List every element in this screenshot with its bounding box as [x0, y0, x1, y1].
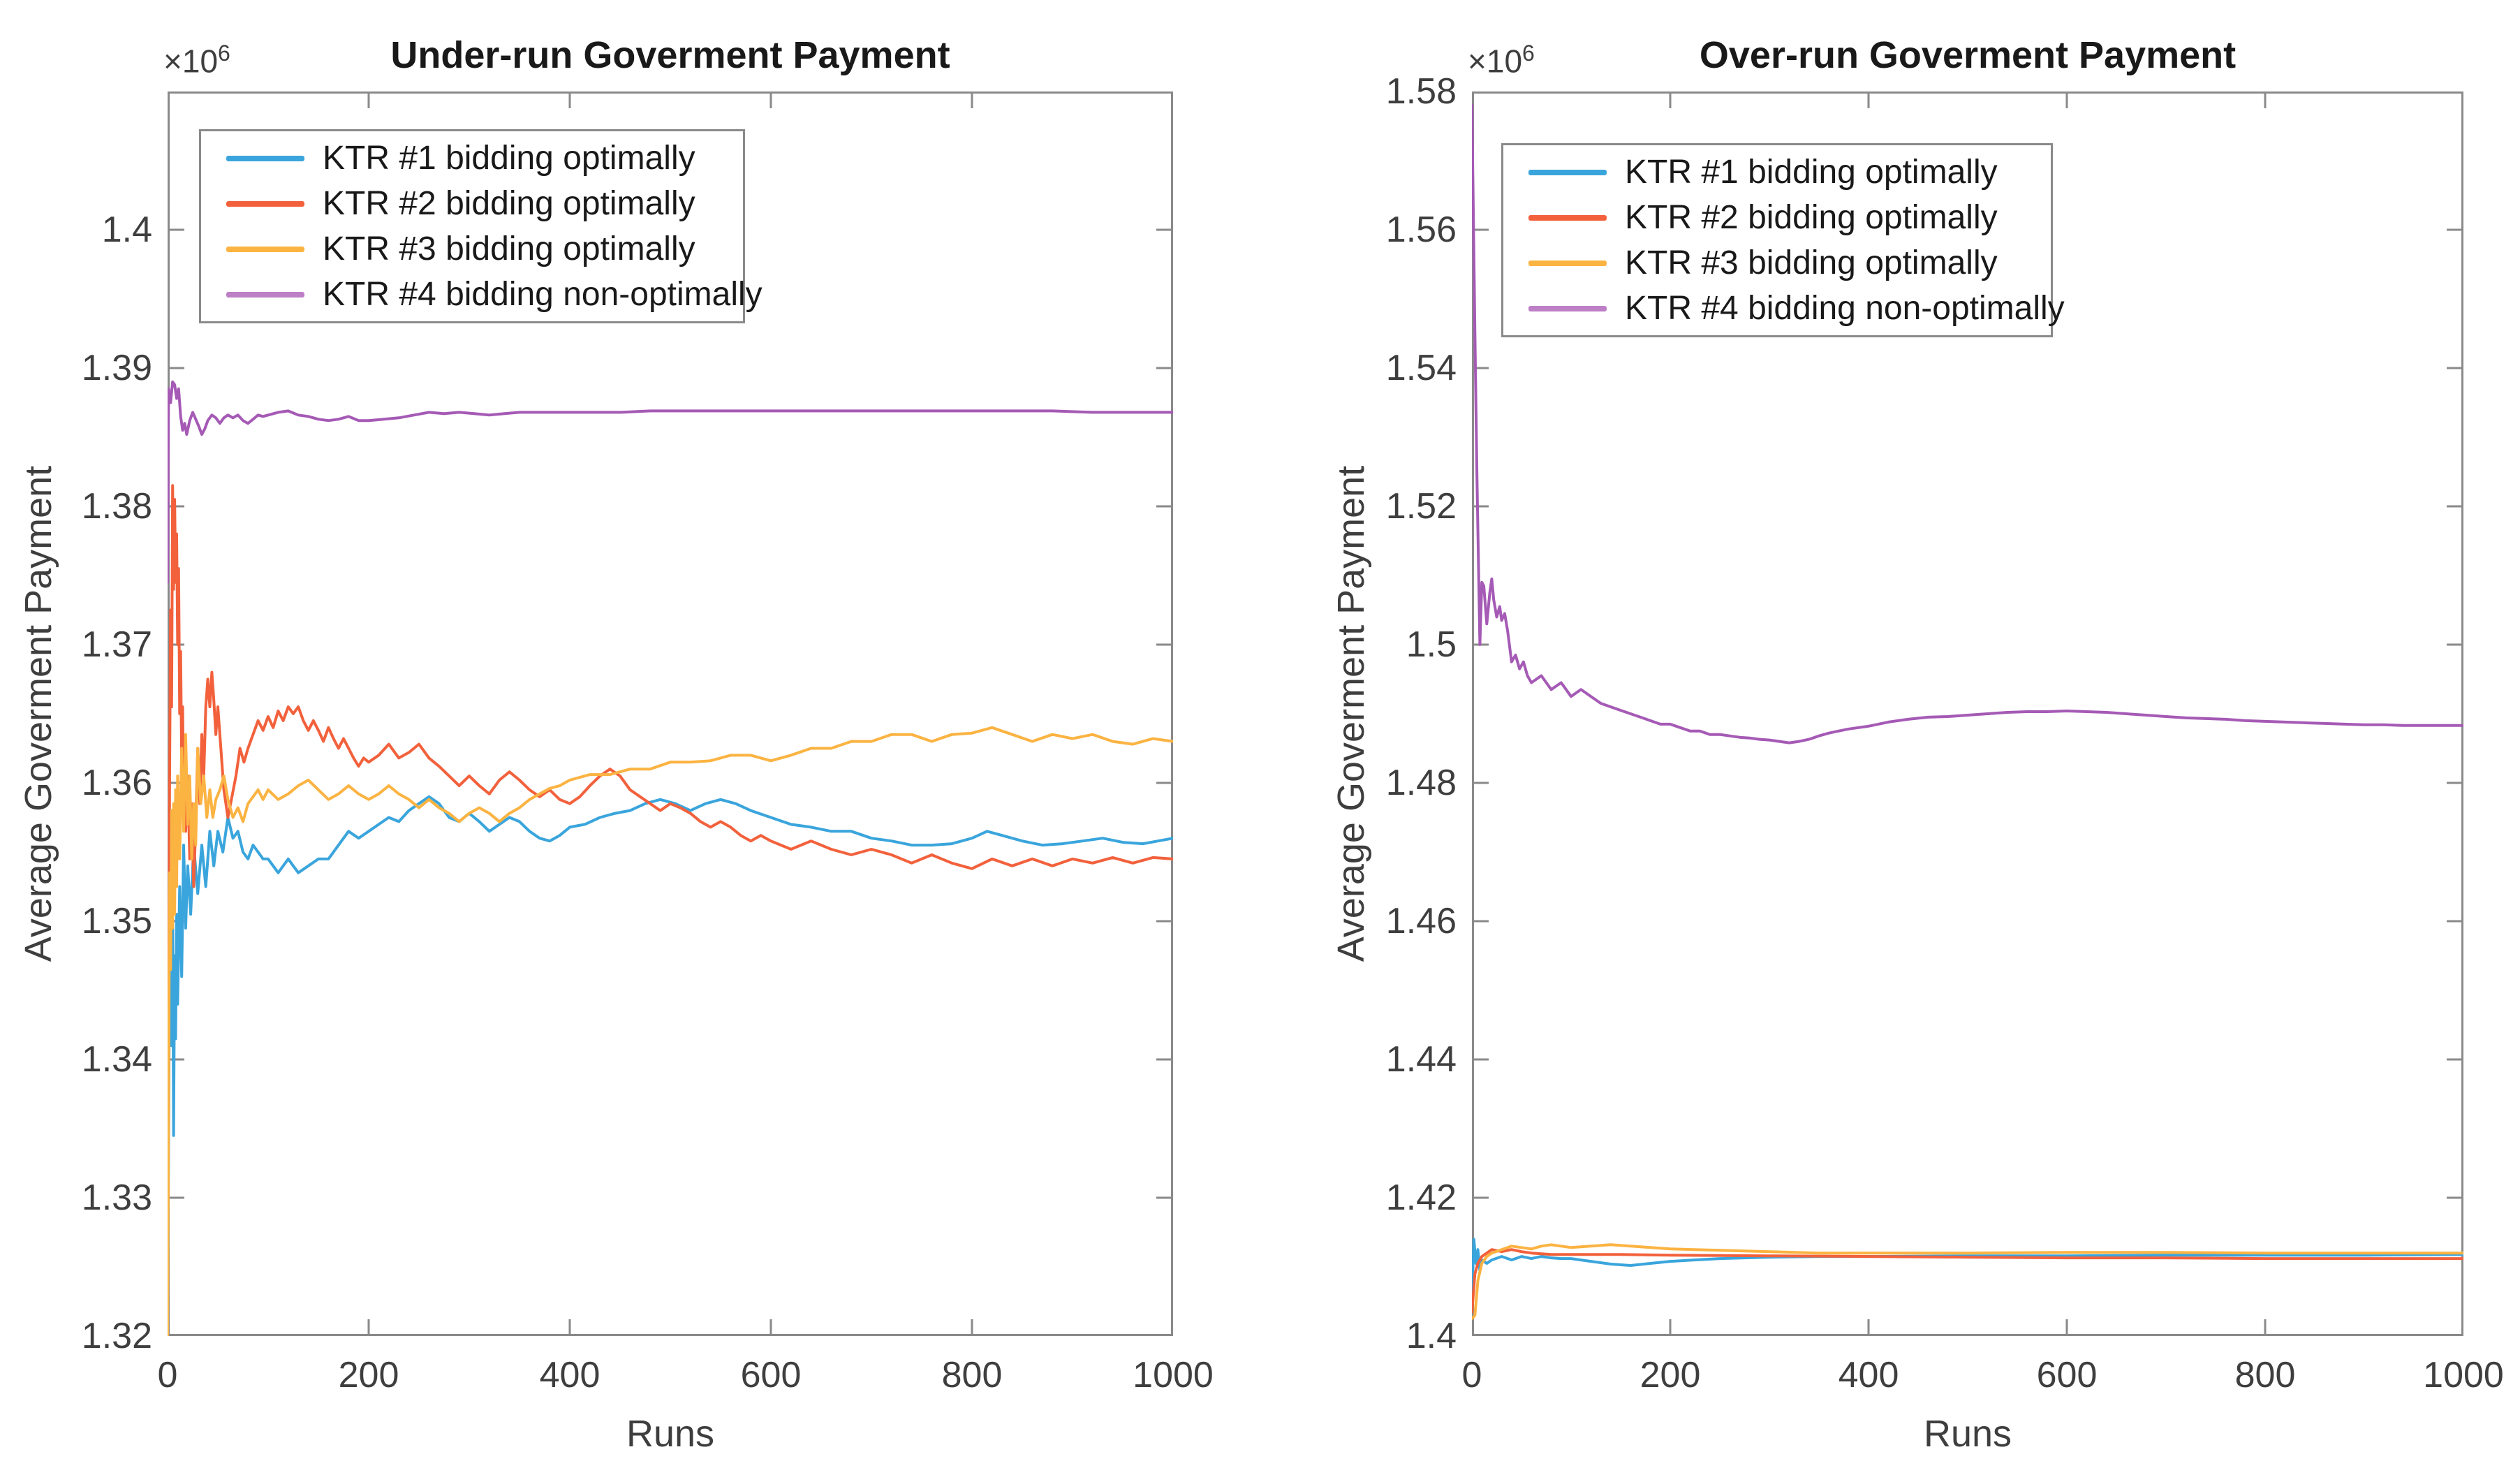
series-line-ktr-4-bidding-non-optimally: [1472, 103, 2463, 744]
legend-under-run: KTR #1 bidding optimally KTR #2 bidding o…: [199, 129, 762, 323]
axes-frame: [1472, 91, 2463, 1336]
legend-label: KTR #3 bidding optimally: [323, 230, 695, 267]
legend-line-swatch: [226, 155, 304, 161]
x-axis-label: Runs: [1923, 1413, 2012, 1455]
y-tick-label: 1.36: [81, 763, 152, 803]
y-tick-label: 1.5: [1406, 624, 1457, 665]
legend-row: KTR #2 bidding optimally: [1528, 198, 2051, 237]
x-tick-label: 400: [539, 1355, 600, 1395]
x-tick-label: 1000: [1133, 1355, 1214, 1395]
series-line-ktr-2-bidding-optimally: [1472, 1248, 2463, 1314]
legend-row: KTR #1 bidding optimally: [1528, 153, 2051, 191]
legend-label: KTR #4 bidding non-optimally: [1625, 290, 2065, 327]
x-tick-label: 1000: [2423, 1355, 2504, 1395]
x-tick-label: 800: [2234, 1355, 2296, 1395]
y-tick-label: 1.46: [1385, 901, 1457, 941]
y-tick-label: 1.4: [1406, 1316, 1457, 1356]
x-tick-label: 600: [740, 1355, 802, 1395]
legend-line-swatch: [1528, 169, 1607, 175]
y-tick-label: 1.39: [81, 348, 152, 388]
series-line-ktr-2-bidding-optimally: [168, 484, 1173, 1336]
y-tick-label: 1.37: [81, 624, 152, 665]
legend-label: KTR #2 bidding optimally: [323, 185, 695, 222]
x-tick-label: 600: [2036, 1355, 2098, 1395]
legend-line-swatch: [1528, 260, 1607, 266]
series-line-ktr-3-bidding-optimally: [168, 726, 1173, 1336]
y-tick-label: 1.48: [1385, 763, 1457, 803]
legend-row: KTR #4 bidding non-optimally: [226, 275, 762, 314]
multiplier-base: ×10: [1468, 43, 1523, 80]
legend-over-run: KTR #1 bidding optimally KTR #2 bidding o…: [1501, 143, 2065, 337]
multiplier-exponent: 6: [218, 41, 230, 66]
chart-title-over-run: Over-run Goverment Payment: [1699, 34, 2237, 76]
legend-row: KTR #3 bidding optimally: [1528, 244, 2051, 282]
x-tick-label: 0: [1461, 1355, 1482, 1395]
y-tick-label: 1.42: [1385, 1177, 1457, 1218]
y-tick-label: 1.35: [81, 901, 152, 941]
legend-label: KTR #1 bidding optimally: [323, 140, 695, 177]
legend-label: KTR #3 bidding optimally: [1625, 244, 1998, 281]
multiplier-base: ×10: [163, 43, 219, 80]
y-tick-label: 1.44: [1385, 1039, 1457, 1080]
legend-line-swatch: [1528, 214, 1607, 221]
series-line-ktr-3-bidding-optimally: [1472, 1243, 2463, 1321]
legend-line-swatch: [1528, 305, 1607, 311]
legend-label: KTR #2 bidding optimally: [1625, 199, 1998, 236]
x-tick-label: 200: [338, 1355, 399, 1395]
plot-area-under-run: [168, 91, 1173, 1336]
y-tick-label: 1.33: [81, 1177, 152, 1218]
x-tick-label: 400: [1838, 1355, 1899, 1395]
legend-row: KTR #3 bidding optimally: [226, 230, 743, 268]
multiplier-exponent: 6: [1522, 41, 1535, 66]
legend-line-swatch: [226, 291, 304, 298]
x-tick-label: 800: [941, 1355, 1003, 1395]
legend-row: KTR #4 bidding non-optimally: [1528, 289, 2065, 328]
y-tick-label: 1.34: [81, 1039, 152, 1080]
x-tick-label: 0: [157, 1355, 178, 1395]
legend-label: KTR #4 bidding non-optimally: [323, 276, 762, 313]
y-tick-label: 1.38: [81, 486, 152, 527]
chart-title-under-run: Under-run Goverment Payment: [390, 34, 950, 76]
legend-line-swatch: [226, 246, 304, 252]
y-axis-multiplier: ×106: [163, 41, 230, 80]
y-axis-multiplier: ×106: [1468, 41, 1535, 80]
x-axis-label: Runs: [626, 1413, 715, 1455]
series-line-ktr-1-bidding-optimally: [1472, 1238, 2463, 1300]
legend-row: KTR #2 bidding optimally: [226, 184, 743, 223]
y-tick-label: 1.32: [81, 1316, 152, 1356]
y-tick-label: 1.4: [101, 210, 152, 250]
x-tick-label: 200: [1640, 1355, 1701, 1395]
plot-area-over-run: [1472, 91, 2463, 1336]
legend-line-swatch: [226, 200, 304, 207]
y-tick-label: 1.58: [1385, 71, 1457, 112]
legend-label: KTR #1 bidding optimally: [1625, 154, 1998, 191]
y-tick-label: 1.52: [1385, 486, 1457, 527]
y-tick-label: 1.56: [1385, 210, 1457, 250]
y-tick-label: 1.54: [1385, 348, 1457, 388]
legend-row: KTR #1 bidding optimally: [226, 139, 743, 177]
series-line-ktr-4-bidding-non-optimally: [168, 380, 1173, 584]
